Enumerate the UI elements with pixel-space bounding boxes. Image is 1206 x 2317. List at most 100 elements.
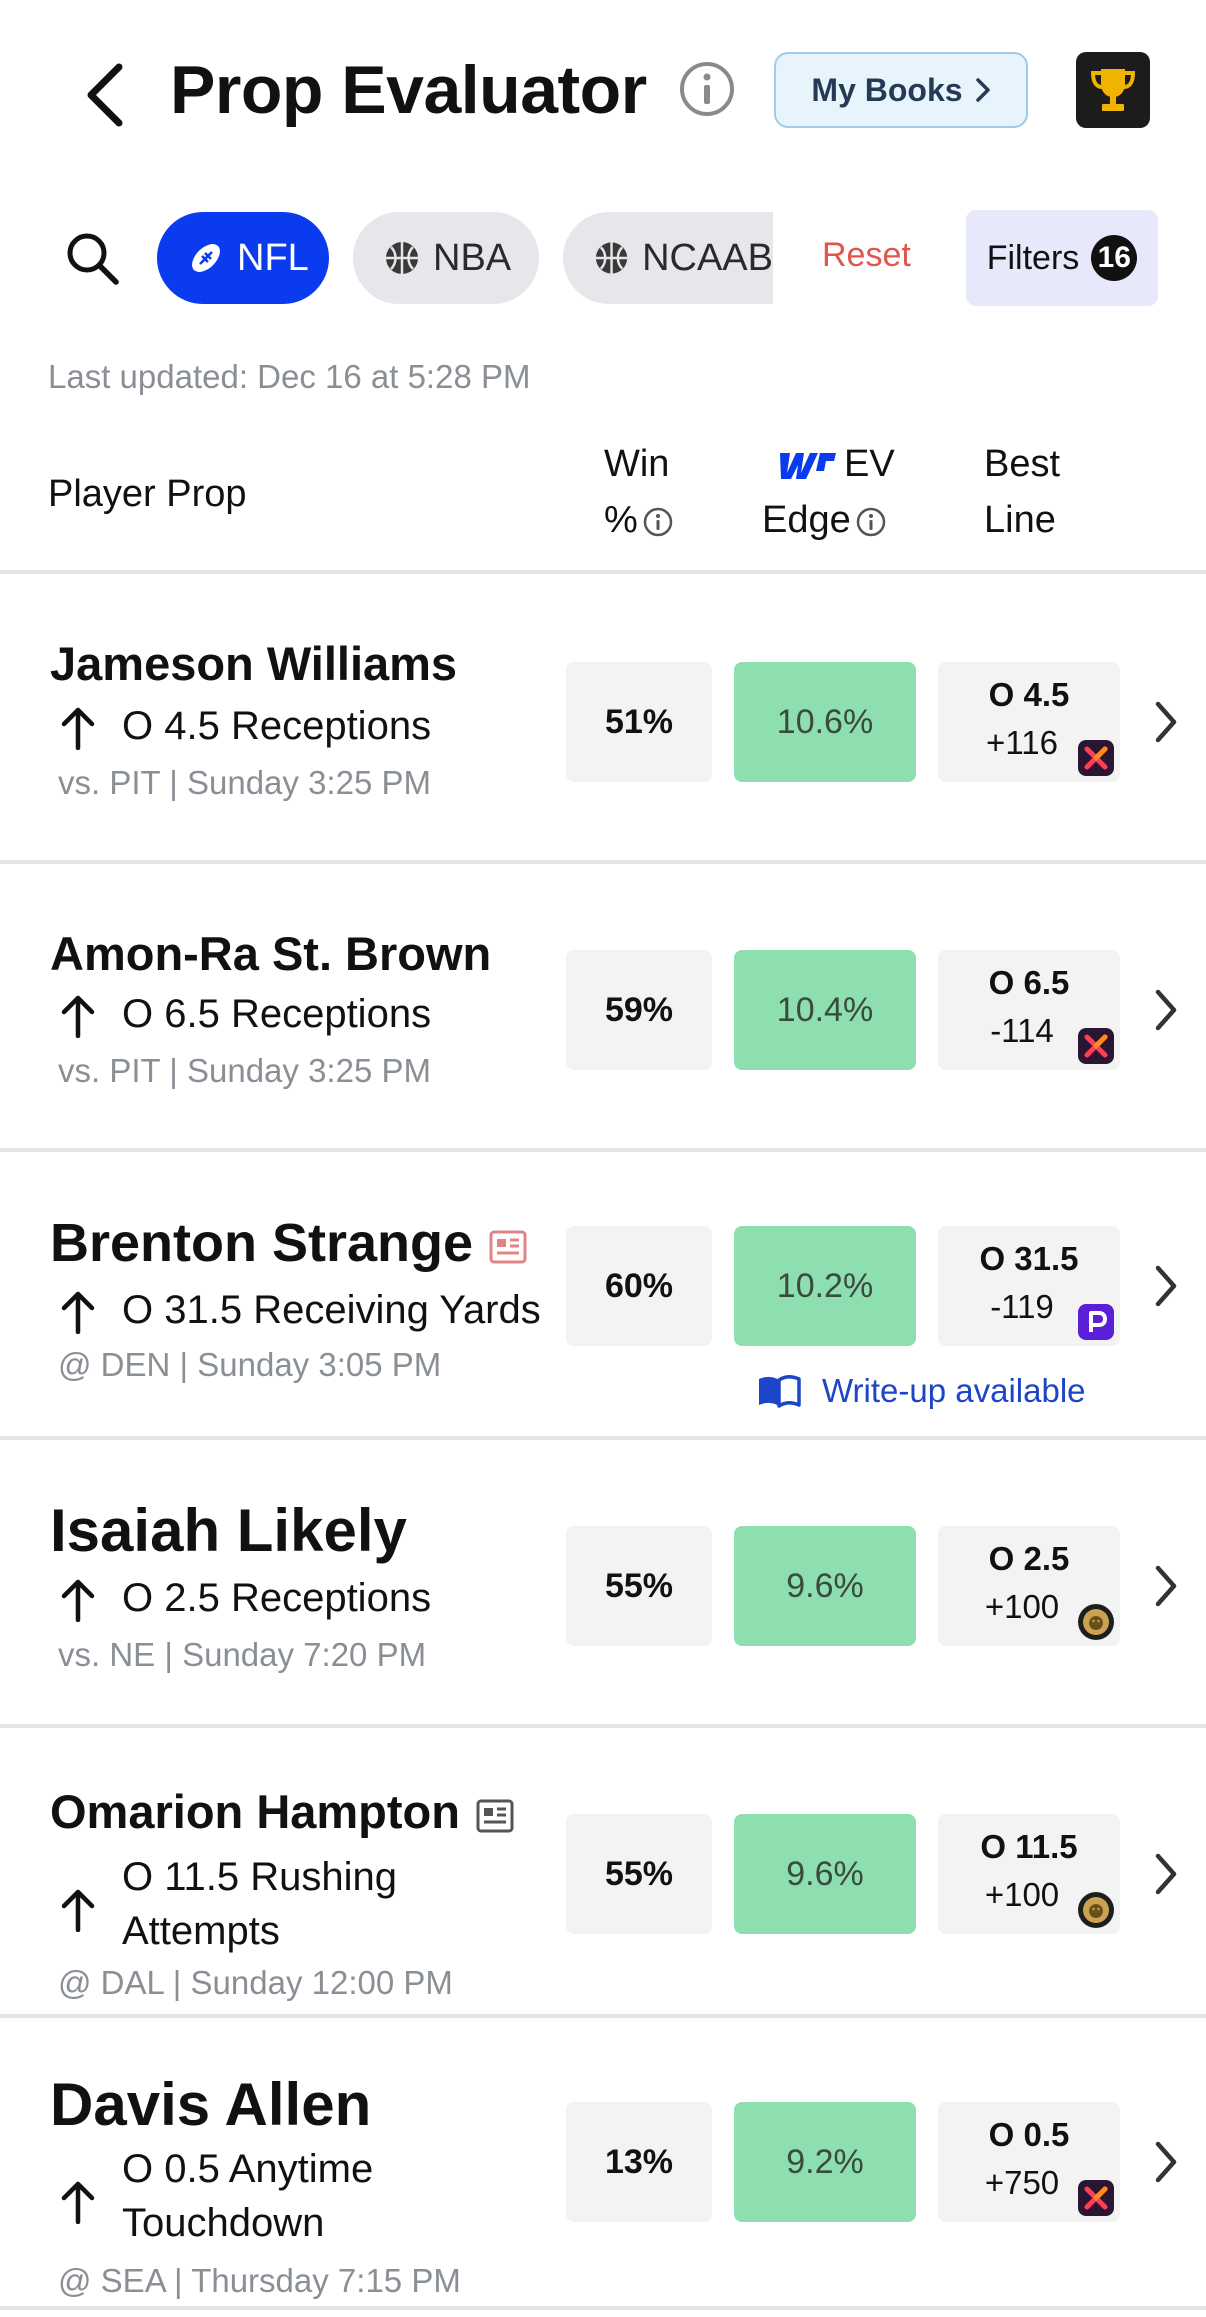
game-info: @ DEN | Sunday 3:05 PM (58, 1346, 442, 1383)
arrow-up-icon (61, 2181, 95, 2224)
game-info: @ DAL | Sunday 12:00 PM (58, 1964, 453, 2001)
chip-ncaab[interactable]: NCAAB (563, 212, 773, 304)
filters-button[interactable]: Filters 16 (966, 210, 1158, 306)
prop-row[interactable]: Brenton Strange O 31.5 Receiving Yards @… (0, 1152, 1206, 1440)
column-header-ev-bottom: Edge (762, 499, 851, 541)
prop-line-text: O 2.5 Receptions (122, 1576, 432, 1620)
writeup-label: Write-up available (822, 1372, 1086, 1409)
news-icon[interactable] (489, 1230, 527, 1264)
best-line-cell[interactable]: O 11.5 +100 (938, 1814, 1120, 1934)
best-line-odds: -114 (990, 1012, 1054, 1049)
best-line-cell[interactable]: O 6.5 -114 (938, 950, 1120, 1070)
prop-row[interactable]: Omarion Hampton O 11.5 Rushing Attempts @… (0, 1728, 1206, 2018)
back-button[interactable] (70, 55, 140, 135)
win-percent-cell: 13% (566, 2102, 712, 2222)
prop-row[interactable]: Amon-Ra St. Brown O 6.5 Receptions vs. P… (0, 864, 1206, 1152)
player-name: Isaiah Likely (50, 1497, 407, 1564)
player-name: Brenton Strange (50, 1212, 527, 1274)
chevron-right-icon[interactable] (1148, 692, 1184, 752)
column-header-best-top: Best (984, 443, 1061, 485)
prop-line-text: O 4.5 Receptions (122, 704, 432, 748)
trophy-button[interactable] (1076, 52, 1150, 128)
trophy-icon (1090, 69, 1136, 111)
sportsbook-x-icon (1078, 740, 1114, 776)
chip-nba[interactable]: NBA (353, 212, 539, 304)
column-header-player-prop: Player Prop (48, 473, 247, 515)
ev-edge-cell: 10.6% (734, 662, 916, 782)
best-line-value: O 6.5 (988, 964, 1070, 1001)
player-name: Amon-Ra St. Brown (50, 927, 492, 980)
football-icon (192, 244, 220, 272)
prop-row[interactable]: Davis Allen O 0.5 Anytime Touchdown @ SEA… (0, 2018, 1206, 2310)
chip-nfl[interactable]: NFL (157, 212, 329, 304)
column-header-best-line[interactable]: Best Line (984, 436, 1084, 548)
my-books-button[interactable]: My Books (774, 52, 1028, 128)
win-percent-cell: 55% (566, 1526, 712, 1646)
chevron-right-icon[interactable] (1148, 1556, 1184, 1616)
chevron-right-icon[interactable] (1148, 2132, 1184, 2192)
my-books-label: My Books (811, 71, 963, 108)
prop-line: O 31.5 Receiving Yards (58, 1288, 541, 1334)
arrow-up-icon (61, 1579, 95, 1622)
column-header-ev-top: EV (844, 443, 895, 485)
app-header: Prop Evaluator My Books (0, 0, 1206, 180)
player-name: Jameson Williams (50, 637, 458, 690)
chip-ncaab-label: NCAAB (642, 236, 773, 279)
filters-count-badge: 16 (1091, 235, 1138, 281)
info-icon[interactable] (855, 506, 887, 538)
prop-line: O 11.5 Rushing Attempts (58, 1850, 397, 1958)
column-header-ev-edge[interactable]: EV Edge (762, 436, 922, 548)
player-name-text: Omarion Hampton (50, 1785, 460, 1838)
chevron-right-icon[interactable] (1148, 980, 1184, 1040)
win-percent-cell: 55% (566, 1814, 712, 1934)
best-line-value: O 0.5 (988, 2116, 1070, 2153)
prop-line: O 4.5 Receptions (58, 704, 431, 750)
search-icon[interactable] (62, 228, 122, 288)
best-line-cell[interactable]: O 31.5 -119 (938, 1226, 1120, 1346)
prop-row[interactable]: Isaiah Likely O 2.5 Receptions vs. NE | … (0, 1440, 1206, 1728)
best-line-cell[interactable]: O 4.5 +116 (938, 662, 1120, 782)
win-percent-cell: 51% (566, 662, 712, 782)
arrow-up-icon (61, 1291, 95, 1334)
best-line-cell[interactable]: O 0.5 +750 (938, 2102, 1120, 2222)
reset-button[interactable]: Reset (822, 236, 911, 274)
prop-row[interactable]: Jameson Williams O 4.5 Receptions vs. PI… (0, 574, 1206, 864)
column-header-win[interactable]: Win % (604, 436, 684, 548)
game-info: vs. PIT | Sunday 3:25 PM (58, 1052, 431, 1089)
sportsbook-x-icon (1078, 1028, 1114, 1064)
column-header-win-top: Win (604, 443, 670, 485)
chevron-left-icon (87, 63, 123, 127)
ev-edge-cell: 9.6% (734, 1526, 916, 1646)
arrow-up-icon (61, 995, 95, 1038)
best-line-value: O 31.5 (979, 1240, 1079, 1277)
game-info: vs. PIT | Sunday 3:25 PM (58, 764, 431, 801)
writeup-link[interactable]: Write-up available (756, 1372, 1086, 1410)
column-header-win-bottom: % (604, 499, 638, 541)
ev-edge-cell: 9.6% (734, 1814, 916, 1934)
game-info: vs. NE | Sunday 7:20 PM (58, 1636, 427, 1673)
info-icon[interactable] (678, 60, 736, 118)
sportsbook-x-icon (1078, 2180, 1114, 2216)
prop-line: O 2.5 Receptions (58, 1576, 431, 1622)
prop-line-text: O 6.5 Receptions (122, 992, 432, 1036)
prop-line: O 6.5 Receptions (58, 992, 431, 1038)
best-line-cell[interactable]: O 2.5 +100 (938, 1526, 1120, 1646)
player-name-text: Brenton Strange (50, 1213, 474, 1273)
chevron-right-icon (975, 78, 990, 102)
prop-line: O 0.5 Anytime Touchdown (58, 2142, 373, 2250)
best-line-odds: +100 (984, 1588, 1060, 1625)
sport-filter-bar: NFL NBA NCAAB Reset Filters 16 (0, 206, 1206, 306)
news-icon[interactable] (476, 1799, 514, 1833)
info-icon[interactable] (642, 506, 674, 538)
book-open-icon (759, 1375, 801, 1408)
game-info: @ SEA | Thursday 7:15 PM (58, 2262, 461, 2299)
win-percent-cell: 59% (566, 950, 712, 1070)
best-line-odds: -119 (990, 1288, 1054, 1325)
prop-line-text-continued: Attempts (122, 1909, 280, 1953)
chevron-right-icon[interactable] (1148, 1844, 1184, 1904)
best-line-value: O 2.5 (988, 1540, 1070, 1577)
chevron-right-icon[interactable] (1148, 1256, 1184, 1316)
arrow-up-icon (61, 707, 95, 750)
best-line-odds: +750 (984, 2164, 1060, 2201)
basketball-icon (595, 242, 628, 274)
